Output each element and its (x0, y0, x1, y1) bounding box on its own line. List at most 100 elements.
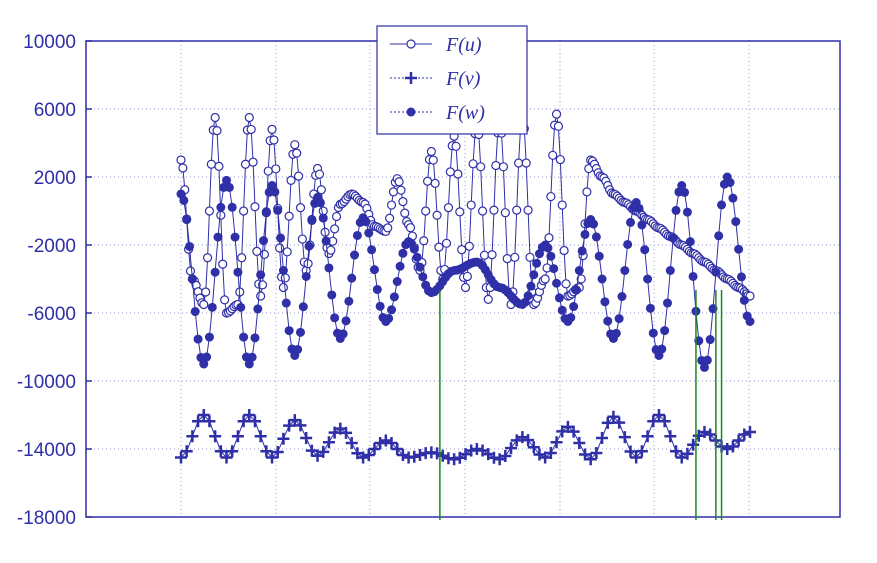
data-point (611, 328, 621, 338)
data-point (227, 202, 237, 212)
data-point (466, 200, 476, 210)
data-point (658, 415, 671, 428)
data-point (275, 243, 285, 253)
data-point (326, 245, 336, 255)
data-point (739, 295, 749, 305)
data-point (315, 198, 325, 208)
data-point (266, 451, 279, 464)
data-point (185, 241, 195, 251)
data-point (271, 164, 281, 174)
data-point (738, 428, 751, 441)
data-point (340, 426, 353, 439)
data-point (187, 274, 197, 284)
data-point (295, 203, 306, 213)
data-point (512, 205, 522, 215)
data-point (250, 202, 260, 212)
data-point (304, 241, 314, 251)
data-point (476, 162, 486, 172)
data-point (526, 281, 536, 291)
data-point (178, 163, 188, 173)
data-point (212, 125, 222, 136)
data-point (185, 266, 196, 276)
data-point (327, 290, 337, 300)
data-point (176, 155, 186, 165)
data-point (400, 208, 410, 218)
data-point (573, 437, 586, 450)
data-point (426, 146, 436, 157)
data-point (190, 307, 200, 317)
data-point (338, 329, 348, 339)
data-point (213, 232, 223, 242)
data-point (341, 316, 351, 326)
data-point (220, 295, 230, 305)
data-point (280, 273, 290, 283)
data-point (253, 304, 263, 314)
data-point (510, 252, 520, 262)
data-point (347, 273, 357, 283)
data-point (237, 415, 250, 428)
data-point (529, 270, 539, 280)
data-point (618, 431, 631, 444)
data-point (413, 448, 426, 461)
data-point (193, 334, 203, 344)
data-point (345, 437, 358, 450)
data-point (699, 362, 709, 372)
data-point (292, 148, 302, 158)
data-point (301, 271, 311, 281)
data-point (295, 327, 305, 337)
data-point (603, 316, 613, 326)
data-point (270, 187, 280, 197)
data-point (548, 150, 558, 160)
data-point (462, 271, 472, 282)
data-point (685, 237, 695, 247)
data-point (316, 185, 326, 195)
data-point (514, 158, 524, 168)
data-point (487, 451, 500, 464)
data-point (623, 239, 633, 249)
data-point (297, 234, 307, 244)
data-point (566, 313, 576, 323)
data-point (369, 265, 379, 275)
data-point (254, 430, 267, 443)
data-point (387, 305, 397, 315)
data-point (202, 253, 213, 263)
data-point (505, 442, 518, 455)
data-point (182, 214, 192, 224)
data-point (590, 446, 603, 459)
y-tick-label: 10000 (23, 32, 76, 53)
data-point (418, 272, 428, 282)
data-point (247, 352, 257, 362)
legend-marker (406, 107, 416, 117)
data-point (682, 207, 692, 217)
data-point (317, 445, 330, 458)
data-point (591, 232, 601, 242)
data-point (624, 445, 637, 458)
data-point (236, 302, 246, 312)
data-point (364, 228, 374, 238)
data-point (567, 425, 580, 438)
data-point (453, 169, 463, 179)
data-point (314, 169, 325, 179)
data-point (594, 251, 604, 261)
data-point (389, 292, 399, 302)
data-point (555, 154, 565, 165)
data-point (391, 443, 404, 455)
data-point (277, 432, 290, 445)
data-point (218, 259, 228, 269)
data-point (643, 274, 653, 284)
data-point (412, 252, 422, 262)
data-point (670, 445, 683, 458)
data-point (216, 210, 226, 220)
data-point (419, 236, 429, 246)
data-point (552, 278, 562, 288)
data-point (597, 274, 607, 284)
data-point (687, 438, 700, 451)
data-point (465, 444, 478, 457)
data-point (744, 426, 756, 438)
data-point (577, 246, 587, 256)
data-point (246, 124, 256, 135)
data-point (574, 266, 584, 275)
data-point (344, 296, 354, 306)
data-point (388, 187, 399, 197)
data-point (428, 155, 438, 165)
